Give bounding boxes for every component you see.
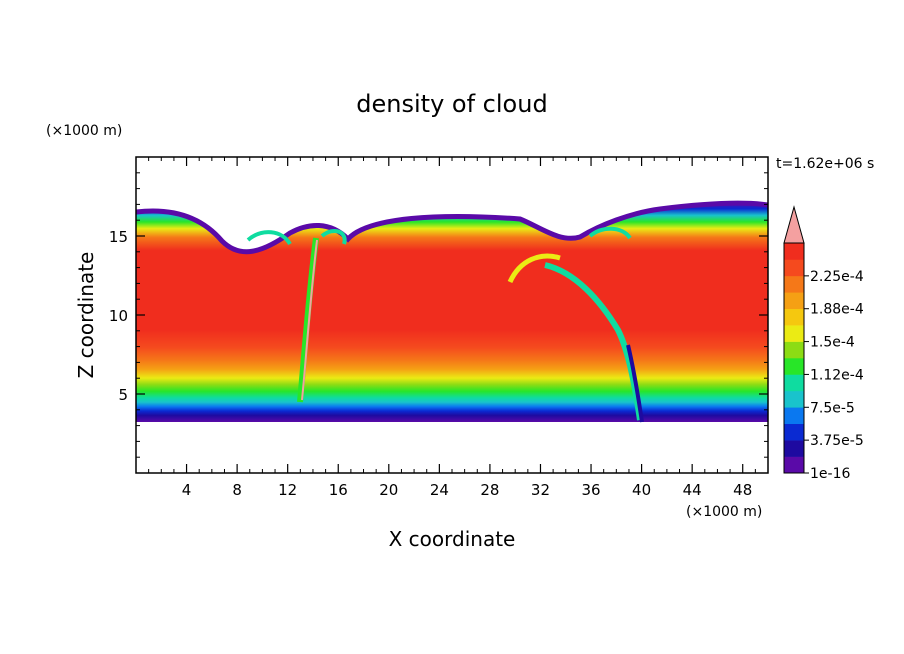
colorbar-swatch: [784, 456, 804, 474]
colorbar-swatch: [784, 259, 804, 277]
x-tick-label: 40: [632, 481, 651, 499]
colorbar-label: 2.25e-4: [810, 269, 864, 285]
y-tick-label: 5: [118, 386, 128, 404]
colorbar-swatch: [784, 325, 804, 342]
colorbar-swatch: [784, 243, 804, 260]
x-tick-label: 4: [182, 481, 192, 499]
cloud-layer-band: [136, 202, 768, 422]
colorbar-swatch: [784, 358, 804, 375]
x-axis: 4 8 12 16 20 24 28 32 36 40 44 48: [148, 157, 756, 499]
colorbar-label: 1.88e-4: [810, 302, 864, 318]
x-tick-label: 20: [379, 481, 398, 499]
x-tick-label: 8: [232, 481, 242, 499]
x-tick-label: 28: [480, 481, 499, 499]
x-tick-label: 44: [683, 481, 702, 499]
time-label: t=1.62e+06 s: [776, 156, 874, 172]
updraft-cap-right: [507, 253, 561, 284]
colorbar-extend-arrow: [783, 205, 805, 244]
x-tick-label: 16: [329, 481, 348, 499]
x-tick-label: 32: [531, 481, 550, 499]
cloud-top-shell: [136, 200, 768, 255]
cloud-top-swirl: [246, 226, 632, 246]
updraft-core-right: [626, 344, 644, 423]
colorbar-swatch: [784, 390, 804, 408]
x-tick-label: 48: [733, 481, 752, 499]
x-unit-label: (×1000 m): [686, 504, 762, 520]
chart-title: density of cloud: [356, 90, 547, 118]
x-tick-label: 24: [430, 481, 449, 499]
colorbar-label: 1.5e-4: [810, 335, 855, 351]
y-unit-label: (×1000 m): [46, 123, 122, 139]
updraft-column-left: [297, 237, 319, 403]
x-tick-label: 12: [278, 481, 297, 499]
y-tick-label: 10: [109, 307, 128, 325]
colorbar: 1e-16 3.75e-5 7.5e-5 1.12e-4 1.5e-4 1.88e-4 2.…: [783, 205, 864, 482]
colorbar-swatch: [784, 275, 804, 293]
colorbar-swatch: [784, 440, 804, 457]
colorbar-swatch: [784, 423, 804, 441]
y-axis-label: Z coordinate: [74, 252, 98, 379]
x-axis-label: X coordinate: [389, 527, 516, 551]
updraft-core-left: [301, 239, 318, 401]
colorbar-label: 3.75e-5: [810, 433, 864, 449]
colorbar-label: 1e-16: [810, 466, 850, 482]
colorbar-swatch: [784, 292, 804, 310]
colorbar-swatch: [784, 308, 804, 326]
y-tick-label: 15: [109, 228, 128, 246]
colorbar-swatch: [784, 407, 804, 425]
colorbar-label: 7.5e-5: [810, 400, 855, 416]
colorbar-label: 1.12e-4: [810, 367, 864, 383]
contour-field: [136, 200, 768, 423]
colorbar-frame: [783, 242, 805, 474]
y-axis: 5 10 15: [109, 172, 768, 458]
x-tick-label: 36: [581, 481, 600, 499]
colorbar-swatch: [784, 341, 804, 359]
colorbar-swatch: [784, 374, 804, 392]
